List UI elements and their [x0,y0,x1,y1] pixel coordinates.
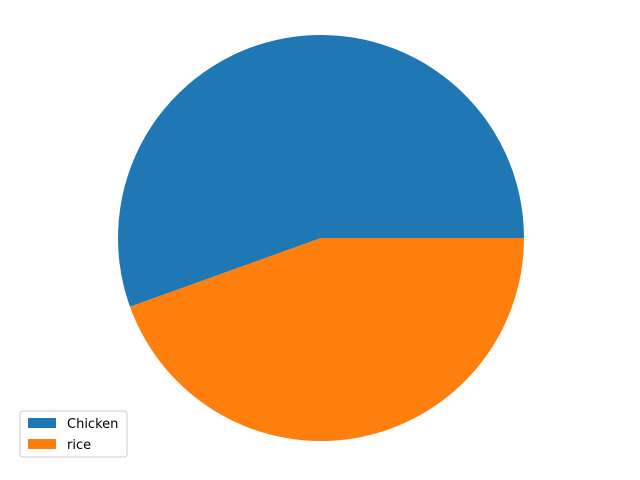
pie-slice-chicken [117,34,525,307]
pie-slices [117,34,525,441]
legend-label-rice: rice [67,438,91,453]
legend: Chicken rice [19,410,128,458]
legend-swatch-chicken [28,418,56,428]
legend-label-chicken: Chicken [67,417,118,432]
legend-items: Chicken rice [28,417,118,453]
pie-slice-rice [130,238,524,441]
legend-swatch-rice [28,439,56,449]
